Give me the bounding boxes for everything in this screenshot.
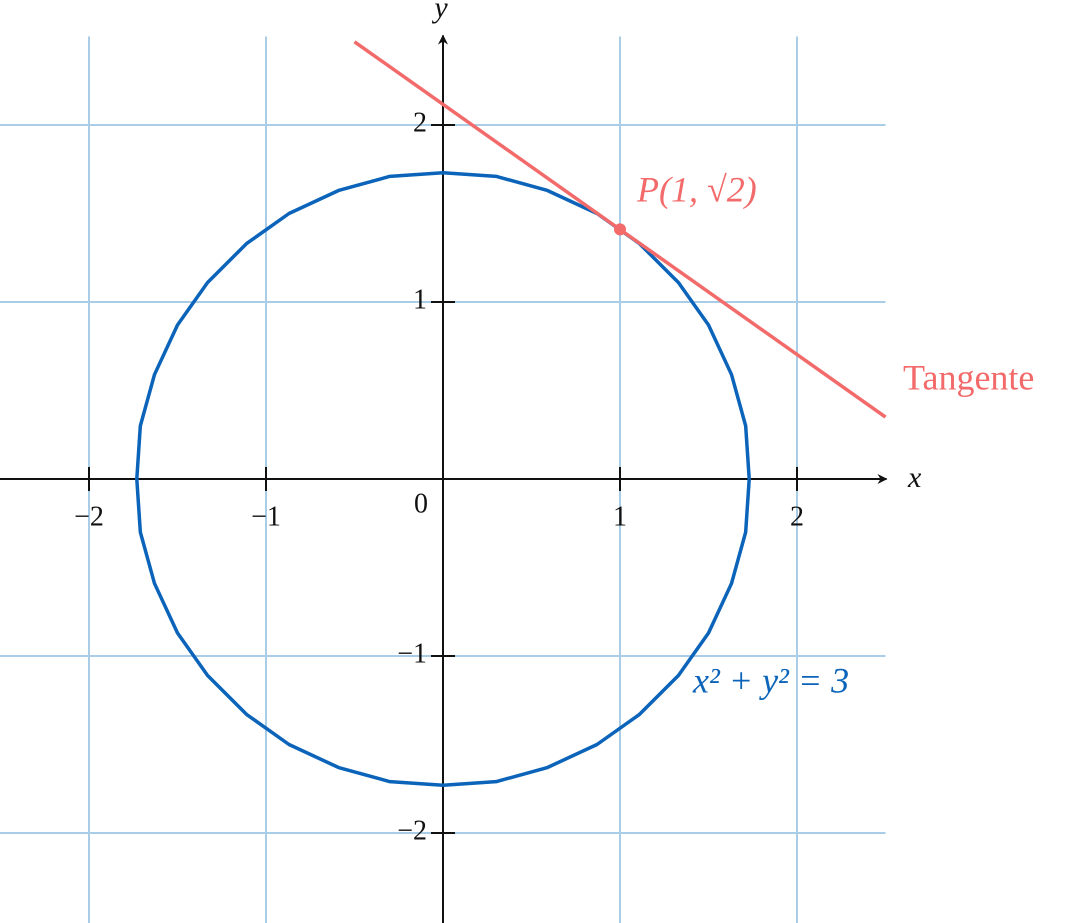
point <box>614 223 626 236</box>
y-tick-label: 1 <box>413 284 427 315</box>
marks <box>135 40 887 787</box>
x-tick-label: −1 <box>251 501 281 532</box>
x-tick-label: −2 <box>74 501 104 532</box>
axes: −2 −1 1 2 −2 −1 1 2 <box>0 34 888 923</box>
y-tick-label: −2 <box>397 815 427 846</box>
x-tick-label: 1 <box>613 501 627 532</box>
x-axis-label: x <box>907 461 922 494</box>
y-tick-label: 2 <box>413 107 427 138</box>
x-tick-label: 2 <box>790 501 804 532</box>
point-label: P(1, √2) <box>636 169 757 209</box>
y-tick-label: −1 <box>397 638 427 669</box>
circle-label: x² + y² = 3 <box>692 660 849 700</box>
y-axis-label: y <box>431 0 448 24</box>
origin-label: 0 <box>414 488 428 519</box>
tangent-label: Tangente <box>903 357 1034 397</box>
